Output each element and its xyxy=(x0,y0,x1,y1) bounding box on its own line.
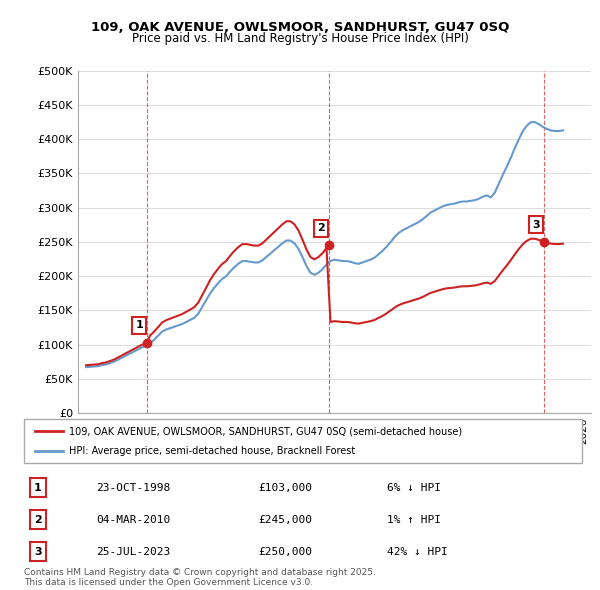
Text: 2: 2 xyxy=(34,514,42,525)
Text: £250,000: £250,000 xyxy=(259,547,313,557)
Text: 3: 3 xyxy=(34,547,42,557)
Text: 3: 3 xyxy=(532,220,539,230)
Text: Price paid vs. HM Land Registry's House Price Index (HPI): Price paid vs. HM Land Registry's House … xyxy=(131,32,469,45)
Text: Contains HM Land Registry data © Crown copyright and database right 2025.
This d: Contains HM Land Registry data © Crown c… xyxy=(24,568,376,587)
Text: 109, OAK AVENUE, OWLSMOOR, SANDHURST, GU47 0SQ (semi-detached house): 109, OAK AVENUE, OWLSMOOR, SANDHURST, GU… xyxy=(68,427,462,436)
Text: 23-OCT-1998: 23-OCT-1998 xyxy=(97,483,171,493)
Text: £245,000: £245,000 xyxy=(259,514,313,525)
Text: 109, OAK AVENUE, OWLSMOOR, SANDHURST, GU47 0SQ: 109, OAK AVENUE, OWLSMOOR, SANDHURST, GU… xyxy=(91,21,509,34)
Text: 42% ↓ HPI: 42% ↓ HPI xyxy=(387,547,448,557)
Text: £103,000: £103,000 xyxy=(259,483,313,493)
Text: HPI: Average price, semi-detached house, Bracknell Forest: HPI: Average price, semi-detached house,… xyxy=(68,446,355,455)
Text: 1% ↑ HPI: 1% ↑ HPI xyxy=(387,514,440,525)
FancyBboxPatch shape xyxy=(24,419,582,463)
Text: 1: 1 xyxy=(34,483,42,493)
Text: 2: 2 xyxy=(317,223,325,233)
Text: 6% ↓ HPI: 6% ↓ HPI xyxy=(387,483,440,493)
Text: 1: 1 xyxy=(135,320,143,330)
Text: 25-JUL-2023: 25-JUL-2023 xyxy=(97,547,171,557)
Text: 04-MAR-2010: 04-MAR-2010 xyxy=(97,514,171,525)
